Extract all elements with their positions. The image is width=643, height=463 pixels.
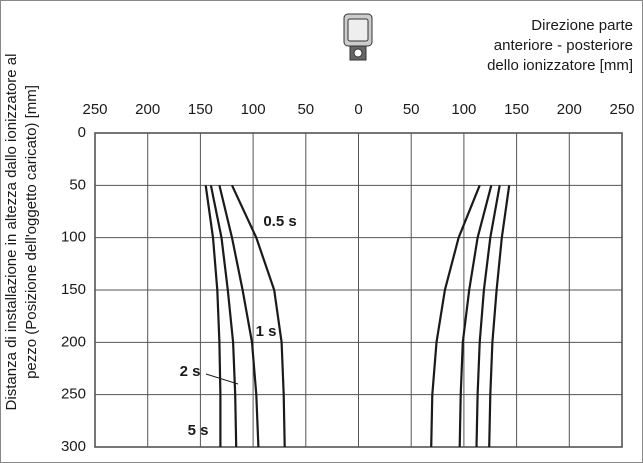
y-tick-label: 200	[61, 333, 86, 350]
series-label: 1 s	[256, 323, 277, 340]
y-tick-label: 300	[61, 438, 86, 455]
y-axis-label: pezzo (Posizione dell'oggetto caricato) …	[23, 85, 40, 379]
x-tick-label: 0	[354, 101, 362, 118]
series-label: 5 s	[188, 422, 209, 439]
x-tick-label: 50	[403, 101, 420, 118]
curve	[231, 184, 286, 448]
curve	[458, 185, 493, 448]
x-tick-label: 100	[241, 101, 266, 118]
x-tick-label: 50	[297, 101, 314, 118]
leader-line	[205, 373, 239, 385]
x-tick-label: 200	[135, 101, 160, 118]
curve	[430, 184, 481, 448]
curve	[218, 185, 260, 448]
y-tick-label: 0	[78, 124, 86, 141]
y-tick-label: 100	[61, 229, 86, 246]
x-tick-label: 250	[82, 101, 107, 118]
x-tick-label: 250	[609, 101, 634, 118]
curve	[488, 185, 511, 448]
y-axis-label: Distanza di installazione in altezza dal…	[3, 54, 20, 411]
x-tick-label: 150	[504, 101, 529, 118]
y-tick-label: 50	[69, 176, 86, 193]
x-tick-label: 100	[451, 101, 476, 118]
series-label: 2 s	[180, 363, 201, 380]
ionizer-icon	[343, 13, 373, 61]
x-axis-label: Direzione parte	[531, 17, 633, 34]
series-label: 0.5 s	[263, 213, 296, 230]
curve	[204, 185, 222, 447]
x-axis-label: anteriore - posteriore	[494, 37, 633, 54]
curve	[209, 185, 238, 448]
curve	[475, 185, 501, 448]
x-tick-label: 150	[188, 101, 213, 118]
y-tick-label: 250	[61, 386, 86, 403]
x-tick-label: 200	[557, 101, 582, 118]
y-tick-label: 150	[61, 281, 86, 298]
x-axis-label: dello ionizzatore [mm]	[487, 57, 633, 74]
